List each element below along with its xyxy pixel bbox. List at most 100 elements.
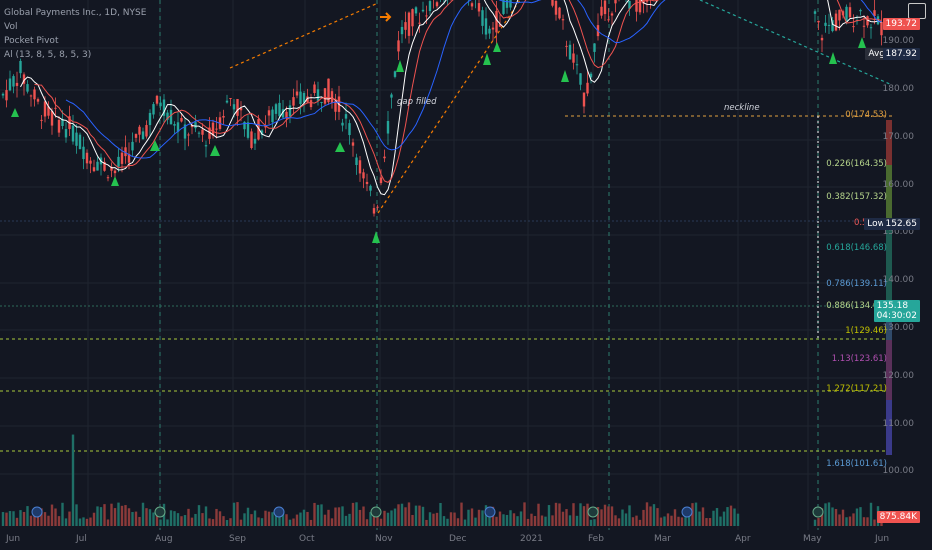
legend-indicator[interactable]: Al (13, 8, 5, 8, 5, 3) [4,50,92,60]
candle-body [645,0,649,2]
volume-bar [152,512,155,526]
gap-filled-label: gap filled [397,97,437,107]
volume-bar [379,518,383,526]
candle-body [600,6,603,16]
volume-bar [656,508,659,526]
volume-bar [575,515,579,526]
candle-body [425,15,428,17]
candle-body [239,107,243,111]
volume-bar [141,502,145,526]
volume-bar [323,514,327,526]
candle-body [288,105,292,117]
volume-bar [509,510,512,526]
camera-icon[interactable] [908,3,926,19]
volume-bar [190,517,194,526]
volume-bar [176,513,180,526]
legend-volume[interactable]: Vol [4,22,18,32]
volume-bar [57,516,61,526]
dividend-marker-icon [31,506,43,518]
volume-bar [624,513,628,526]
candle-body [330,91,334,103]
volume-bar [817,517,820,526]
candle-body [589,73,593,78]
volume-bar [719,516,722,526]
volume-bar [698,511,701,526]
legend-pocket-pivot[interactable]: Pocket Pivot [4,36,59,46]
candle-body [187,134,190,136]
candle-body [313,84,316,93]
volume-bar [222,516,225,526]
volume-bar [523,502,526,526]
volume-bar [43,512,47,526]
candle-body [50,110,54,126]
volume-bar [715,508,719,526]
candle-body [824,22,827,26]
candle-body [323,88,327,104]
candle-body [316,89,320,101]
volume-bar [558,503,561,526]
candle-body [260,130,264,135]
volume-bar [246,507,250,526]
volume-bar [593,519,596,526]
volume-bar [526,518,530,526]
volume-bar [425,519,428,526]
candle-body [96,161,99,171]
candle-body [285,111,288,119]
volume-bar [834,509,838,526]
volume-bar [127,508,131,526]
volume-bar [64,518,68,526]
volume-bar [502,514,505,526]
earnings-marker-icon [154,506,166,518]
price-tick-label: 160.00 [882,179,915,190]
candle-body [302,92,306,103]
candle-body [162,99,166,116]
volume-bar [208,518,211,526]
candle-body [204,145,208,147]
candle-body [379,177,383,184]
candle-body [848,7,852,18]
candle-body [355,157,358,166]
volume-bar [145,508,148,526]
time-tick-label: May [803,534,822,544]
volume-bar [614,515,617,526]
candle-body [428,1,432,12]
time-tick-label: Feb [588,534,604,544]
moving-averages [20,0,882,196]
volume-bar [232,502,236,526]
fib-level-label: 0.226(164.35) [826,158,887,169]
volume-bar [446,518,449,526]
volume-bar [148,509,152,526]
candle-body [813,11,817,14]
volume-bar [99,507,103,526]
volume-bar [600,509,603,526]
volume-bar [439,502,442,526]
volume-bar [33,512,36,526]
time-tick-label: Aug [155,534,173,544]
candle-body [141,131,145,140]
candle-body [271,109,274,123]
volume-bar [645,502,649,526]
candle-body [250,131,253,148]
candle-body [85,152,89,164]
volume-bar [309,519,313,526]
dividend-marker-icon [681,506,693,518]
candle-body [565,45,568,47]
candle-body [57,119,61,133]
candle-body [509,0,512,8]
candle-body [579,73,582,85]
volume-bar [8,511,12,526]
candle-body [309,100,313,108]
candle-body [470,3,474,7]
candle-body [1,93,5,96]
volume-bar [666,513,670,526]
volume-bar [15,517,19,526]
volume-bar [831,507,834,526]
volume-bar [68,511,71,526]
volume-bar [512,513,516,526]
candle-body [866,16,869,26]
pocket-pivot-markers [11,37,866,243]
candle-body [292,97,295,106]
candle-body [876,16,880,25]
volume-bar [652,504,656,526]
